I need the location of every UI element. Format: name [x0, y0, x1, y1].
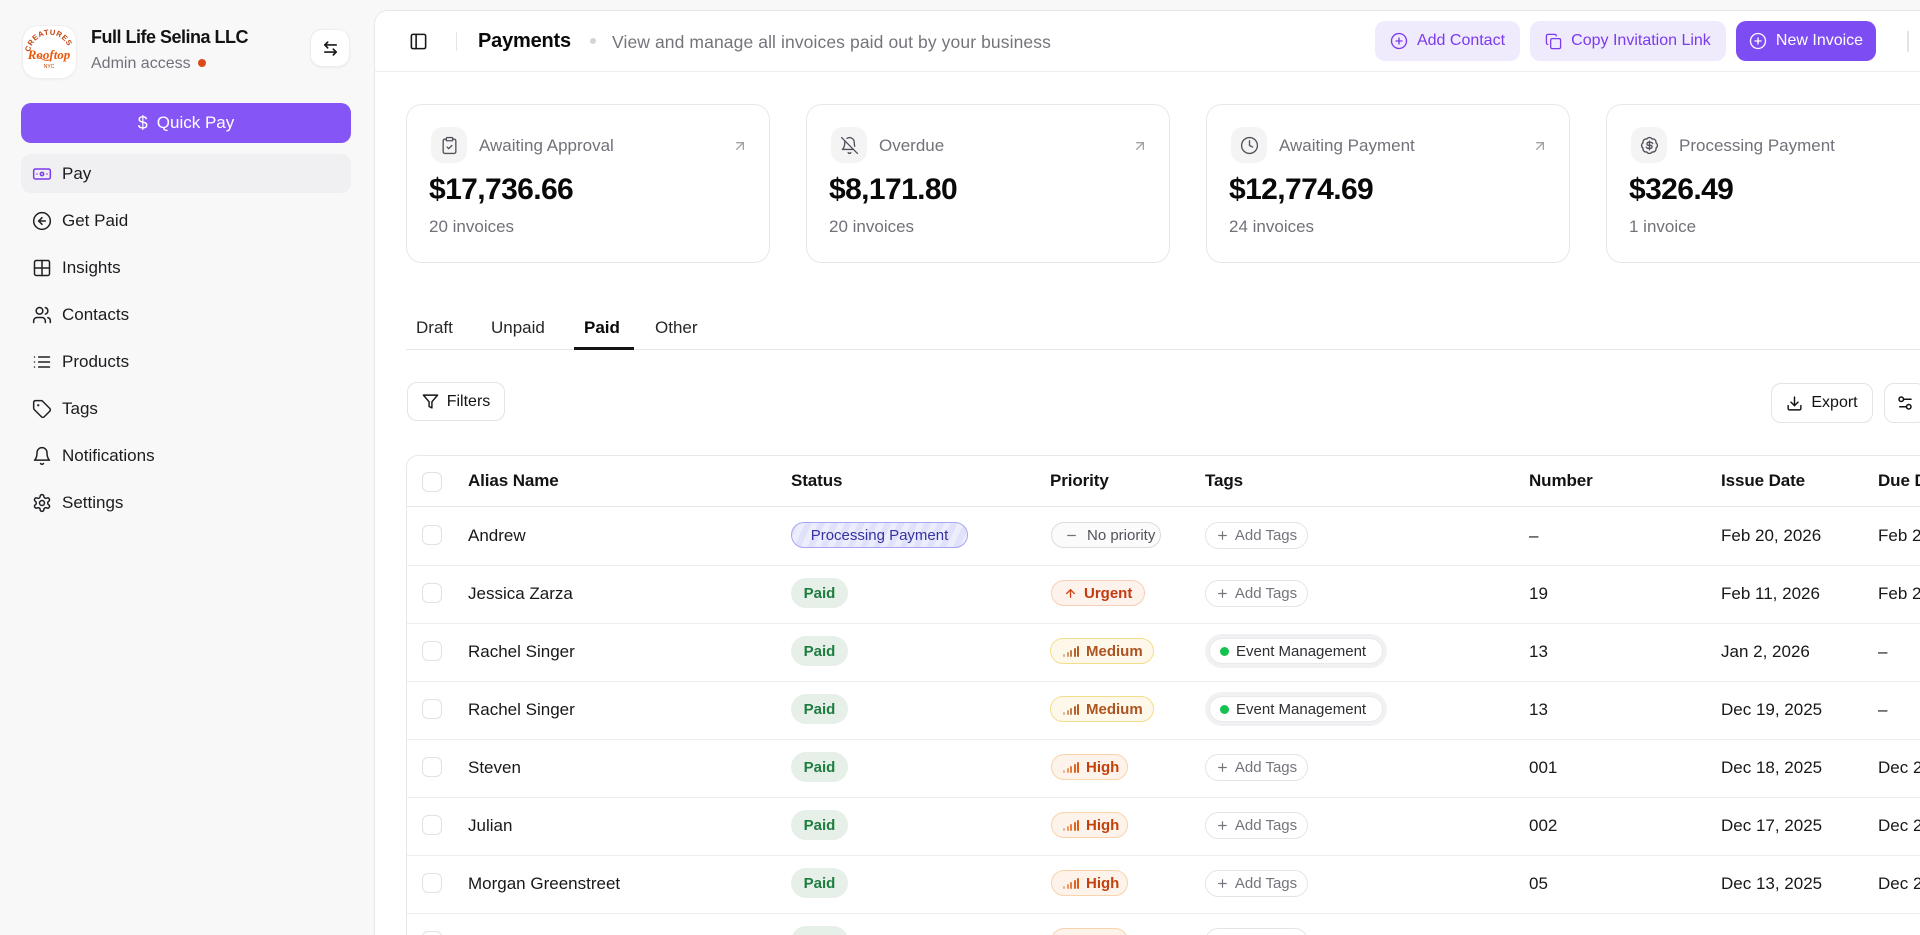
svg-text:Rooftop: Rooftop	[27, 47, 71, 62]
svg-text:NYC: NYC	[44, 64, 55, 70]
